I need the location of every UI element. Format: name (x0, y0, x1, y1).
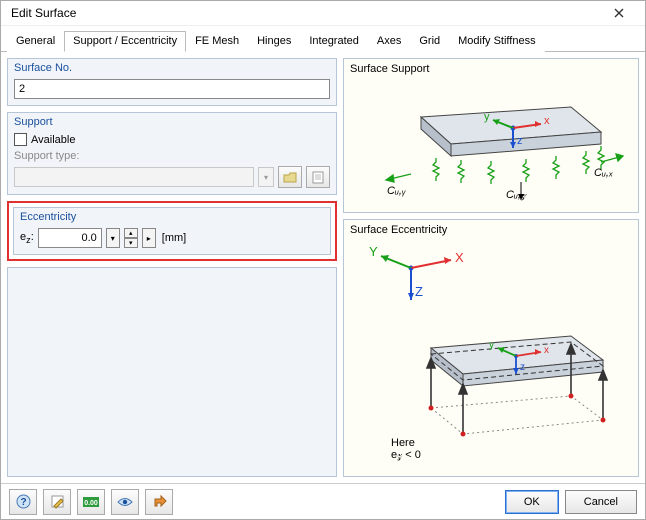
tab-general[interactable]: General (7, 31, 64, 52)
edit-surface-dialog: Edit Surface General Support / Eccentric… (0, 0, 646, 520)
svg-text:Cᵤ,ᵧ: Cᵤ,ᵧ (387, 185, 406, 197)
svg-text:Here: Here (391, 437, 415, 449)
number-format-icon[interactable]: 0.00 (77, 489, 105, 515)
tab-strip: General Support / Eccentricity FE Mesh H… (1, 26, 645, 52)
help-icon[interactable]: ? (9, 489, 37, 515)
ez-pick-icon[interactable]: ▸ (142, 228, 156, 248)
cancel-button[interactable]: Cancel (565, 490, 637, 514)
support-type-label: Support type: (14, 150, 330, 162)
svg-text:e𝓏 < 0: e𝓏 < 0 (391, 449, 421, 461)
available-row: Available (14, 133, 330, 146)
surface-no-input[interactable] (14, 79, 330, 99)
close-button[interactable] (599, 1, 639, 25)
titlebar: Edit Surface (1, 1, 645, 26)
support-label: Support (8, 113, 336, 129)
ez-input[interactable] (38, 228, 102, 248)
available-checkbox[interactable] (14, 133, 27, 146)
tab-integrated[interactable]: Integrated (300, 31, 368, 52)
surface-no-label: Surface No. (8, 59, 336, 75)
support-new-button (306, 166, 330, 188)
svg-text:z: z (517, 135, 523, 147)
bottom-toolbar: ? 0.00 OK Cancel (1, 483, 645, 519)
preview-support-title: Surface Support (344, 59, 638, 77)
surface-support-diagram: x y z (351, 82, 631, 207)
support-open-button (278, 166, 302, 188)
tab-fe-mesh[interactable]: FE Mesh (186, 31, 248, 52)
eccentricity-label: Eccentricity (14, 208, 330, 224)
svg-text:y: y (484, 111, 490, 123)
ez-unit: [mm] (160, 232, 186, 244)
svg-text:y: y (489, 340, 494, 351)
svg-text:Cᵤ,ₓ: Cᵤ,ₓ (594, 167, 613, 179)
tab-support-eccentricity[interactable]: Support / Eccentricity (64, 31, 186, 52)
preview-ecc-title: Surface Eccentricity (344, 220, 638, 238)
svg-text:X: X (455, 250, 464, 265)
svg-text:?: ? (20, 497, 26, 508)
ez-spinner[interactable]: ▴ ▾ (124, 228, 138, 248)
tab-modify-stiffness[interactable]: Modify Stiffness (449, 31, 544, 52)
support-type-select (14, 167, 254, 187)
ez-spin-up[interactable]: ▴ (124, 228, 138, 238)
empty-panel (7, 267, 337, 477)
available-label: Available (31, 134, 75, 146)
ez-dropdown-icon[interactable]: ▾ (106, 228, 120, 248)
group-surface-no: Surface No. (7, 58, 337, 106)
ez-label: ez: (20, 231, 34, 245)
eccentricity-highlight: Eccentricity ez: ▾ ▴ ▾ ▸ [mm] (7, 201, 337, 261)
jump-icon[interactable] (145, 489, 173, 515)
svg-text:0.00: 0.00 (84, 500, 98, 507)
surface-eccentricity-diagram: X Y Z x (351, 238, 631, 476)
svg-text:Z: Z (415, 284, 423, 299)
eye-icon[interactable] (111, 489, 139, 515)
preview-surface-support: Surface Support x y z (343, 58, 639, 213)
content-area: Surface No. Support Available Support ty… (1, 52, 645, 483)
support-type-dropdown-icon: ▾ (258, 167, 274, 187)
group-eccentricity: Eccentricity ez: ▾ ▴ ▾ ▸ [mm] (13, 207, 331, 255)
svg-text:Cᵤ,𝓏: Cᵤ,𝓏 (506, 189, 527, 201)
ok-button[interactable]: OK (505, 490, 559, 514)
group-support: Support Available Support type: ▾ (7, 112, 337, 195)
ez-spin-down[interactable]: ▾ (124, 238, 138, 248)
preview-surface-eccentricity: Surface Eccentricity X Y Z (343, 219, 639, 477)
svg-text:z: z (520, 362, 525, 373)
svg-text:Y: Y (369, 244, 378, 259)
tab-grid[interactable]: Grid (410, 31, 449, 52)
tab-hinges[interactable]: Hinges (248, 31, 300, 52)
svg-text:x: x (544, 345, 549, 356)
tab-axes[interactable]: Axes (368, 31, 410, 52)
window-title: Edit Surface (11, 6, 599, 20)
svg-text:x: x (544, 115, 550, 127)
edit-note-icon[interactable] (43, 489, 71, 515)
